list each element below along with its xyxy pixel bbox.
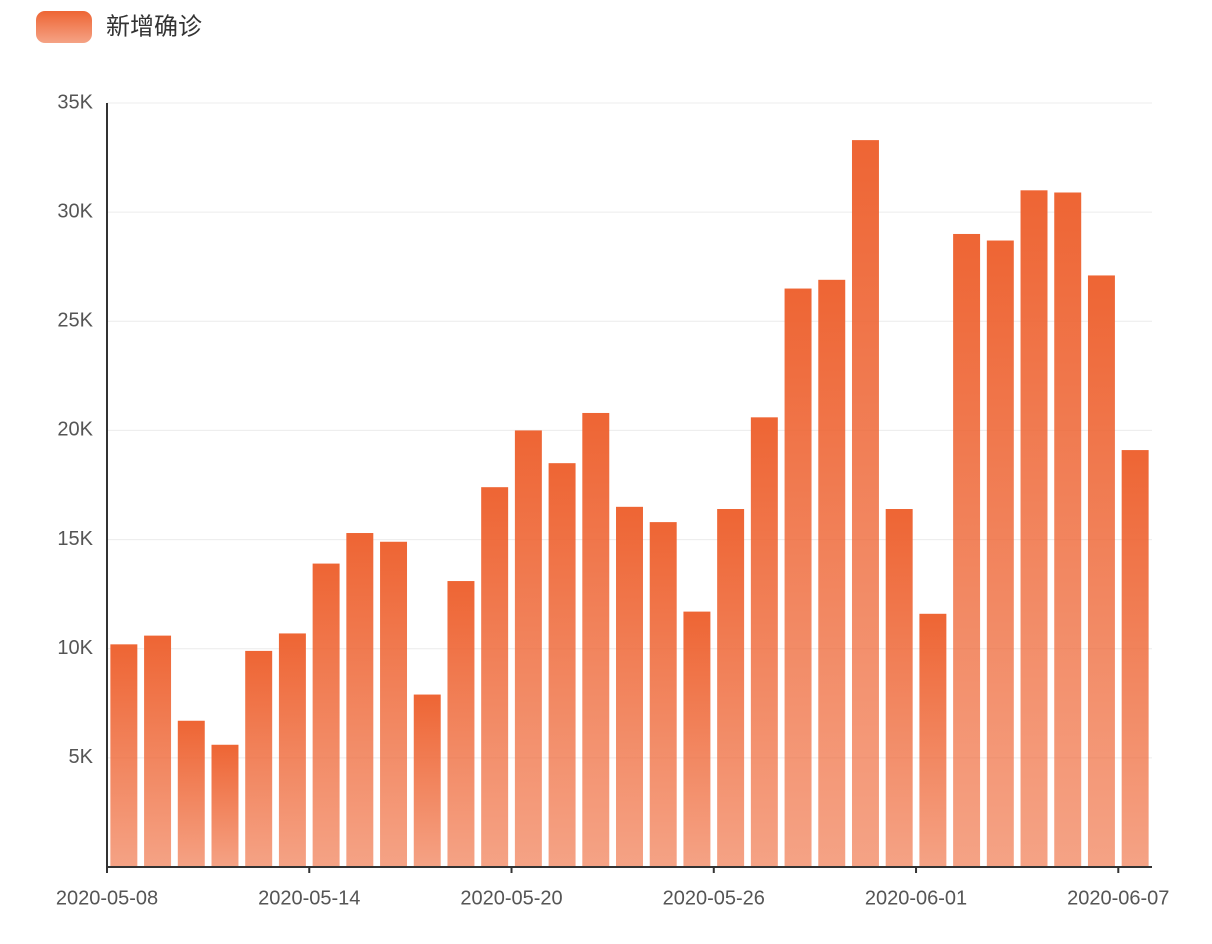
bar xyxy=(380,541,408,867)
x-tick-label: 2020-05-20 xyxy=(460,887,562,909)
bar xyxy=(245,650,273,867)
legend-label[interactable]: 新增确诊 xyxy=(106,13,202,40)
bar xyxy=(514,430,542,867)
bar xyxy=(1020,190,1048,868)
bar xyxy=(919,613,947,867)
bar xyxy=(548,463,576,867)
legend-swatch[interactable] xyxy=(36,11,92,43)
bar xyxy=(1087,275,1115,868)
bar xyxy=(649,522,677,867)
bar xyxy=(818,279,846,868)
bar xyxy=(144,635,172,867)
bar xyxy=(750,417,778,867)
bar xyxy=(1121,450,1149,867)
bar xyxy=(211,744,239,867)
y-tick-label: 20K xyxy=(57,419,93,441)
bar xyxy=(953,233,981,867)
y-tick-label: 5K xyxy=(69,746,94,768)
bar xyxy=(481,487,509,867)
bar xyxy=(177,720,205,867)
bar xyxy=(447,581,475,867)
x-tick-label: 2020-05-08 xyxy=(56,887,158,909)
x-tick-label: 2020-05-14 xyxy=(258,887,360,909)
bar xyxy=(885,509,913,867)
x-tick-label: 2020-06-07 xyxy=(1067,887,1169,909)
x-tick-label: 2020-05-26 xyxy=(663,887,765,909)
bar xyxy=(717,509,745,867)
bar xyxy=(278,633,306,867)
bar xyxy=(616,506,643,867)
bar xyxy=(851,140,879,867)
bar xyxy=(413,694,441,867)
bar xyxy=(110,644,138,867)
y-tick-label: 35K xyxy=(57,91,93,113)
bar xyxy=(683,611,711,867)
y-tick-label: 15K xyxy=(57,528,93,550)
y-tick-label: 10K xyxy=(57,637,93,659)
bar xyxy=(312,563,340,867)
y-tick-label: 25K xyxy=(57,310,93,332)
bar xyxy=(582,412,610,867)
bar xyxy=(784,288,812,867)
bar xyxy=(986,240,1014,867)
y-tick-label: 30K xyxy=(57,200,93,222)
bar xyxy=(346,533,374,867)
x-tick-label: 2020-06-01 xyxy=(865,887,967,909)
bar xyxy=(1054,192,1082,868)
